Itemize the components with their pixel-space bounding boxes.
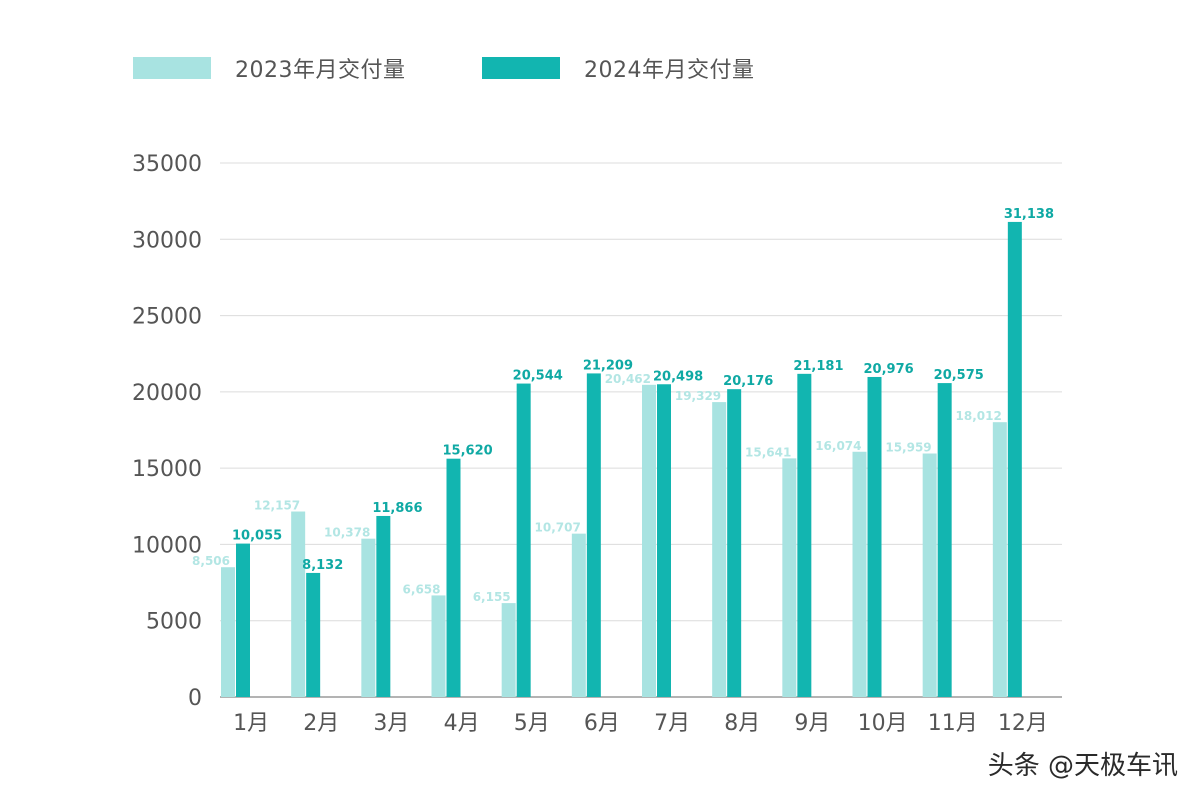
- data-label-2024: 20,575: [934, 368, 984, 383]
- bar-2023: [571, 533, 586, 697]
- bar-2024: [867, 376, 882, 697]
- bar-2023: [642, 384, 656, 697]
- y-tick-label: 0: [188, 686, 202, 711]
- bar-2024: [236, 543, 250, 697]
- y-tick-label: 30000: [132, 228, 202, 253]
- bar-2024: [376, 515, 391, 697]
- bar-2024: [446, 458, 461, 697]
- data-label-2024: 8,132: [302, 558, 343, 573]
- legend-swatch-2023: [133, 57, 211, 79]
- bar-2024: [657, 384, 671, 697]
- bar-2023: [992, 422, 1007, 697]
- data-label-2024: 21,181: [793, 359, 843, 374]
- data-label-2023: 10,707: [535, 521, 581, 535]
- x-tick-label: 1月: [233, 711, 269, 736]
- legend-item-2023: 2023年月交付量: [133, 52, 406, 84]
- bar-2023: [782, 458, 797, 697]
- bar-2024: [727, 389, 742, 697]
- data-label-2023: 8,506: [192, 554, 230, 568]
- bar-2023: [922, 453, 937, 697]
- bar-2024: [937, 383, 952, 697]
- legend-swatch-2024: [482, 57, 560, 79]
- x-tick-label: 5月: [514, 711, 550, 736]
- data-label-2024: 10,055: [232, 529, 282, 544]
- data-label-2023: 10,378: [324, 526, 370, 540]
- data-label-2023: 15,641: [745, 445, 791, 459]
- y-tick-label: 5000: [146, 610, 202, 635]
- x-tick-label: 7月: [654, 711, 690, 736]
- x-tick-label: 6月: [584, 711, 620, 736]
- x-tick-label: 4月: [444, 711, 480, 736]
- bar-2023: [852, 451, 867, 697]
- y-tick-label: 10000: [132, 533, 202, 558]
- data-label-2023: 15,959: [885, 441, 931, 455]
- bar-2023: [501, 603, 516, 697]
- bar-2023: [361, 538, 376, 697]
- legend-item-2024: 2024年月交付量: [482, 52, 755, 84]
- watermark: 头条 @天极车讯: [987, 751, 1178, 781]
- x-tick-label: 3月: [373, 711, 409, 736]
- bar-2023: [291, 511, 306, 697]
- data-label-2024: 20,976: [864, 362, 914, 377]
- data-label-2023: 18,012: [956, 409, 1002, 423]
- bar-2024: [516, 383, 531, 697]
- bar-2023: [431, 595, 446, 697]
- bar-2024: [306, 572, 321, 697]
- data-label-2023: 12,157: [254, 499, 300, 513]
- x-tick-label: 11月: [928, 711, 978, 736]
- bar-2024: [586, 373, 601, 697]
- y-tick-label: 25000: [132, 305, 202, 330]
- data-label-2023: 20,462: [605, 372, 651, 386]
- legend-label-2024: 2024年月交付量: [584, 58, 755, 83]
- data-label-2023: 6,155: [473, 590, 511, 604]
- x-tick-label: 2月: [303, 711, 339, 736]
- data-label-2024: 15,620: [443, 444, 493, 459]
- data-label-2023: 16,074: [815, 439, 861, 453]
- bar-2024: [1007, 221, 1022, 697]
- data-label-2024: 20,176: [723, 374, 773, 389]
- data-label-2024: 31,138: [1004, 207, 1054, 222]
- y-tick-label: 20000: [132, 381, 202, 406]
- x-tick-label: 8月: [724, 711, 760, 736]
- data-label-2024: 20,544: [513, 369, 563, 384]
- data-label-2023: 6,658: [403, 582, 441, 596]
- data-label-2024: 21,209: [583, 358, 633, 373]
- bar-2024: [797, 373, 812, 697]
- bar-2023: [712, 402, 727, 697]
- y-tick-label: 35000: [132, 152, 202, 177]
- data-label-2023: 19,329: [675, 389, 721, 403]
- data-label-2024: 11,866: [372, 501, 422, 516]
- y-tick-label: 15000: [132, 457, 202, 482]
- x-tick-label: 10月: [858, 711, 908, 736]
- x-tick-label: 9月: [794, 711, 830, 736]
- x-tick-label: 12月: [998, 711, 1048, 736]
- legend-label-2023: 2023年月交付量: [235, 58, 406, 83]
- bar-2023: [221, 567, 235, 697]
- data-label-2024: 20,498: [653, 369, 703, 384]
